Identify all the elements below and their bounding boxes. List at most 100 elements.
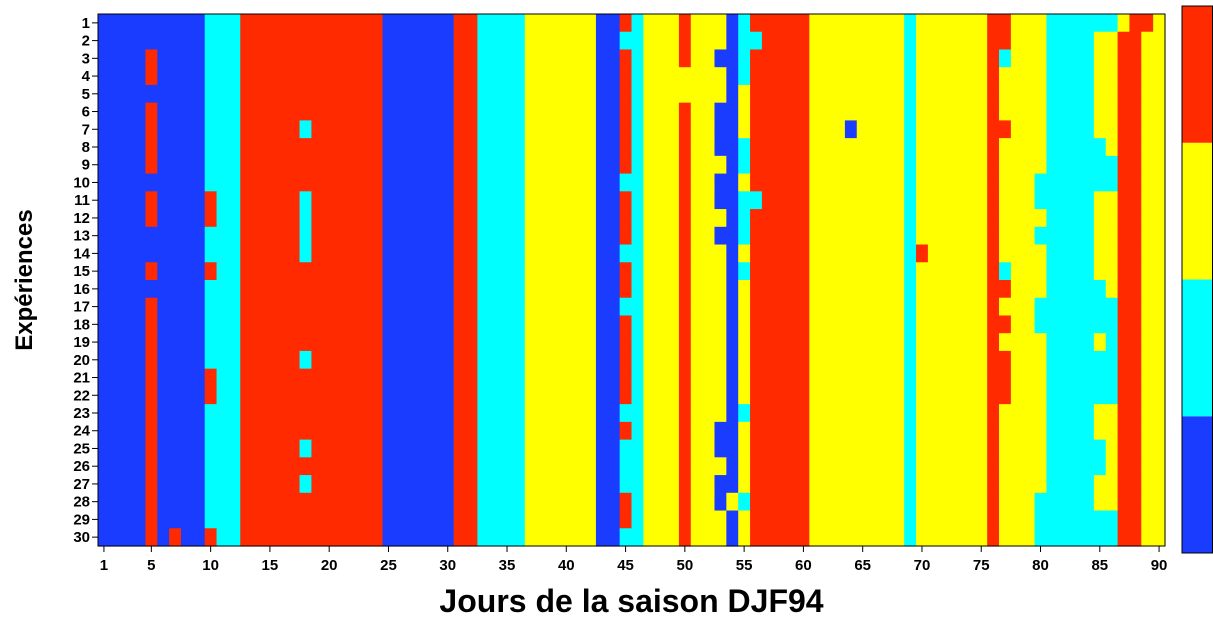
heatmap-cell — [892, 386, 905, 405]
heatmap-cell — [916, 280, 929, 299]
heatmap-cell — [394, 439, 407, 458]
heatmap-cell — [678, 138, 692, 157]
heatmap-cell — [192, 333, 206, 352]
heatmap-cell — [358, 528, 372, 547]
y-tick-label: 28 — [73, 494, 90, 511]
heatmap-cell — [773, 173, 787, 192]
heatmap-cell — [1141, 510, 1154, 529]
heatmap-cell — [678, 14, 692, 33]
heatmap-cell — [109, 84, 123, 104]
heatmap-cell — [916, 475, 929, 494]
heatmap-cell — [987, 138, 1000, 157]
heatmap-cell — [690, 333, 704, 352]
heatmap-cell — [726, 67, 739, 86]
heatmap-cell — [963, 31, 976, 51]
heatmap-cell — [584, 84, 597, 104]
heatmap-cell — [809, 49, 822, 68]
heatmap-cell — [501, 155, 514, 175]
heatmap-cell — [358, 244, 372, 263]
heatmap-cell — [192, 368, 206, 387]
heatmap-cell — [121, 244, 135, 263]
heatmap-cell — [512, 244, 526, 263]
heatmap-cell — [512, 528, 526, 547]
heatmap-cell — [121, 49, 135, 68]
heatmap-cell — [631, 49, 644, 68]
heatmap-cell — [667, 31, 680, 51]
heatmap-cell — [797, 209, 810, 228]
heatmap-cell — [358, 315, 372, 334]
heatmap-cell — [145, 333, 158, 352]
heatmap-cell — [465, 138, 478, 157]
heatmap-cell — [346, 244, 360, 263]
heatmap-cell — [1105, 404, 1119, 423]
heatmap-cell — [453, 244, 467, 263]
heatmap-cell — [939, 421, 953, 441]
heatmap-cell — [512, 31, 526, 51]
heatmap-cell — [1046, 510, 1059, 529]
heatmap-cell — [394, 280, 407, 299]
heatmap-cell — [572, 475, 585, 494]
heatmap-cell — [524, 315, 538, 334]
heatmap-cell — [1070, 84, 1083, 104]
heatmap-cell — [252, 475, 265, 494]
heatmap-cell — [738, 14, 751, 33]
heatmap-cell — [1010, 368, 1024, 387]
heatmap-cell — [1105, 138, 1119, 157]
heatmap-cell — [939, 386, 953, 405]
heatmap-cell — [145, 528, 158, 547]
heatmap-cell — [370, 84, 384, 104]
heatmap-cell — [773, 84, 787, 104]
heatmap-cell — [358, 386, 372, 405]
heatmap-cell — [714, 155, 727, 175]
heatmap-cell — [892, 280, 905, 299]
heatmap-cell — [465, 333, 478, 352]
heatmap-cell — [157, 138, 170, 157]
y-tick-label: 27 — [73, 476, 90, 493]
heatmap-cell — [1117, 439, 1131, 458]
heatmap-cell — [524, 138, 538, 157]
heatmap-cell — [595, 49, 609, 68]
heatmap-cell — [1153, 368, 1166, 387]
heatmap-cell — [228, 457, 241, 476]
heatmap-cell — [524, 492, 538, 512]
heatmap-cell — [394, 386, 407, 405]
heatmap-cell — [524, 510, 538, 529]
heatmap-cell — [1105, 14, 1119, 33]
heatmap-cell — [536, 333, 550, 352]
heatmap-cell — [844, 421, 858, 441]
heatmap-cell — [453, 475, 467, 494]
heatmap-cell — [643, 528, 656, 547]
heatmap-cell — [299, 262, 312, 281]
heatmap-cell — [299, 297, 312, 317]
heatmap-cell — [572, 138, 585, 157]
heatmap-cell — [121, 209, 135, 228]
heatmap-cell — [844, 510, 858, 529]
heatmap-cell — [999, 120, 1012, 139]
heatmap-cell — [275, 421, 289, 441]
heatmap-cell — [1010, 386, 1024, 405]
heatmap-cell — [1093, 49, 1107, 68]
heatmap-cell — [1046, 173, 1059, 192]
heatmap-cell — [1046, 297, 1059, 317]
heatmap-cell — [809, 475, 822, 494]
heatmap-cell — [1022, 49, 1036, 68]
heatmap-cell — [1129, 439, 1142, 458]
heatmap-cell — [560, 297, 573, 317]
heatmap-cell — [548, 386, 561, 405]
heatmap-cell — [761, 226, 775, 246]
heatmap-cell — [1070, 297, 1083, 317]
heatmap-cell — [299, 350, 312, 370]
heatmap-cell — [643, 421, 656, 441]
heatmap-cell — [1058, 386, 1071, 405]
heatmap-cell — [1093, 84, 1107, 104]
heatmap-cell — [1105, 191, 1119, 210]
heatmap-cell — [844, 244, 858, 263]
heatmap-cell — [560, 173, 573, 192]
heatmap-cell — [868, 492, 882, 512]
heatmap-cell — [607, 138, 621, 157]
heatmap-cell — [465, 528, 478, 547]
heatmap-cell — [180, 457, 194, 476]
heatmap-cell — [121, 528, 135, 547]
heatmap-cell — [228, 14, 241, 33]
heatmap-cell — [335, 31, 348, 51]
